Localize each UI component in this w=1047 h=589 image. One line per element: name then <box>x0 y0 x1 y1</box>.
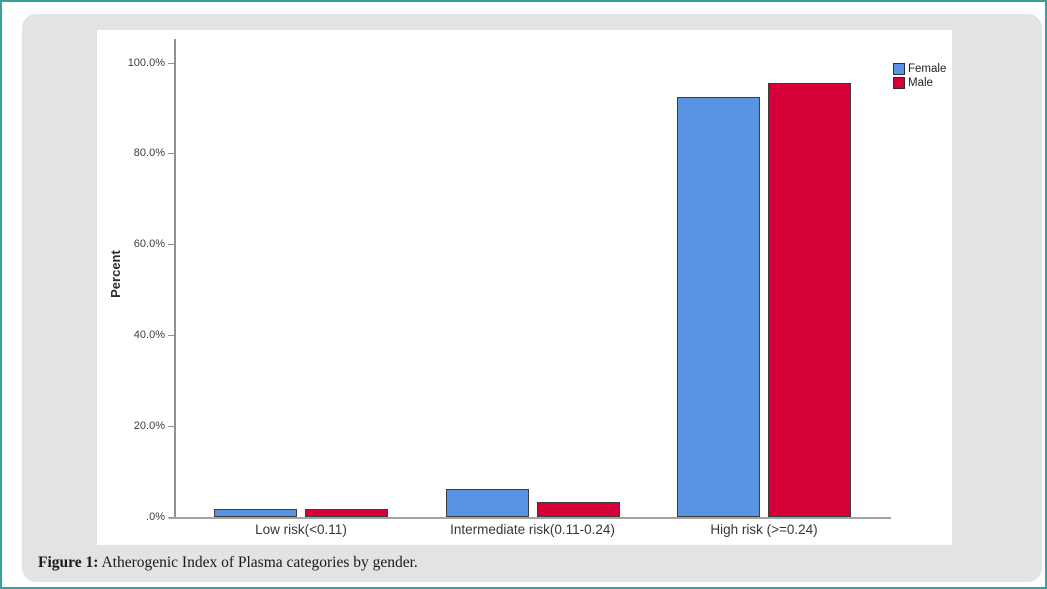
legend-male-swatch-icon <box>893 77 905 89</box>
y-tick-label: .0% <box>146 511 165 523</box>
y-tick-mark <box>168 244 174 246</box>
bar-female-0 <box>214 508 297 517</box>
legend-male-label: Male <box>908 77 933 89</box>
bar-male-1 <box>536 501 620 517</box>
chart-canvas: Percent 100.0% 80.0% 60.0% 40.0% 20.0% .0% Low… <box>97 30 952 545</box>
y-tick-label: 100.0% <box>127 56 165 69</box>
y-tick-mark <box>168 153 174 155</box>
x-category-label-0: Low risk(<0.11) <box>255 522 347 537</box>
bar-female-1 <box>445 489 529 517</box>
legend-female-swatch-icon <box>893 63 905 75</box>
y-axis-line <box>174 39 176 518</box>
bar-female-2 <box>677 97 760 517</box>
bar-male-0 <box>305 508 388 517</box>
y-tick-mark <box>168 426 174 428</box>
y-tick-mark <box>168 517 174 518</box>
y-tick-mark <box>168 62 174 64</box>
y-tick-label: 20.0% <box>133 420 165 433</box>
legend-item-female: Female <box>893 63 946 75</box>
x-category-label-2: High risk (>=0.24) <box>710 522 818 537</box>
legend-item-male: Male <box>893 77 946 89</box>
legend: Female Male <box>893 63 946 91</box>
figure-caption-label: Figure 1: <box>38 554 99 571</box>
figure-panel: Percent 100.0% 80.0% 60.0% 40.0% 20.0% .0% Low… <box>22 14 1042 582</box>
figure-caption-text: Atherogenic Index of Plasma categories b… <box>98 554 418 571</box>
figure-caption: Figure 1: Atherogenic Index of Plasma ca… <box>38 554 418 572</box>
y-tick-mark <box>168 335 174 337</box>
y-tick-label: 40.0% <box>133 329 165 342</box>
y-tick-label: 60.0% <box>133 238 165 251</box>
x-category-label-1: Intermediate risk(0.11-0.24) <box>450 522 615 537</box>
x-axis-line <box>169 517 891 519</box>
y-tick-label: 80.0% <box>133 147 165 160</box>
legend-female-label: Female <box>908 63 947 75</box>
bar-male-2 <box>768 83 851 517</box>
